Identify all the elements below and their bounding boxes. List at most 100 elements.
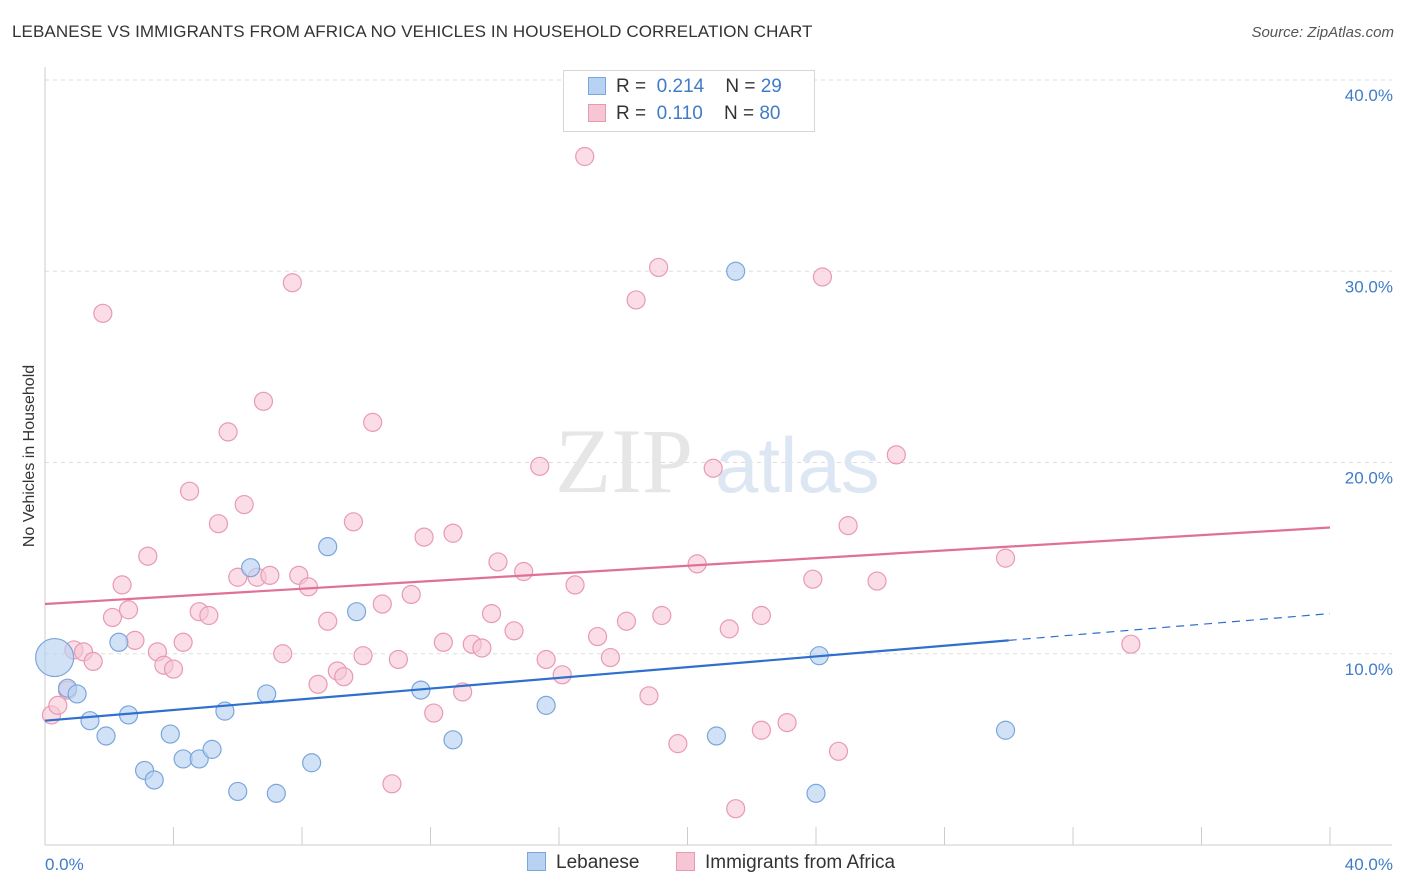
- africa-point: [163, 659, 184, 679]
- africa-point: [867, 571, 887, 591]
- y-tick-label: 30.0%: [1345, 277, 1393, 296]
- legend-n-value: 29: [760, 76, 782, 97]
- africa-point: [83, 651, 103, 672]
- africa-point: [536, 649, 556, 670]
- lebanese-point: [109, 632, 129, 652]
- africa-point: [260, 565, 280, 585]
- africa-point: [777, 712, 797, 733]
- legend-r-label: R =: [616, 103, 647, 124]
- legend-r-label: R =: [616, 76, 647, 97]
- lebanese-swatch: [588, 77, 606, 95]
- correlation-legend: R = 0.214 N = 29 R = 0.110 N = 80: [563, 70, 815, 132]
- source-label: Source: ZipAtlas.com: [1251, 24, 1394, 41]
- africa-point: [173, 632, 193, 652]
- africa-point: [253, 391, 274, 411]
- africa-point: [751, 605, 771, 626]
- trend-lines: [44, 526, 1331, 722]
- lebanese-point: [241, 558, 261, 578]
- legend-row-lebanese: R = 0.214 N = 29: [588, 76, 782, 98]
- africa-point: [93, 303, 113, 323]
- africa-point: [626, 290, 646, 310]
- lebanese-point: [257, 684, 277, 704]
- africa-point: [138, 546, 158, 566]
- africa-point: [218, 422, 238, 442]
- africa-point: [886, 445, 906, 465]
- y-axis-title: No Vehicles in Household: [21, 365, 38, 547]
- lebanese-swatch: [527, 852, 546, 871]
- lebanese-point: [318, 537, 338, 557]
- africa-point: [639, 686, 659, 706]
- lebanese-point: [347, 602, 367, 622]
- africa-point: [112, 575, 132, 595]
- lebanese-point: [726, 261, 746, 281]
- lebanese-point: [706, 726, 727, 746]
- africa-point: [1121, 634, 1141, 654]
- africa-point: [298, 577, 319, 597]
- africa-point: [652, 605, 672, 626]
- africa-point: [453, 682, 473, 702]
- lebanese-point: [96, 726, 116, 746]
- africa-point: [343, 512, 363, 532]
- tick-labels: 10.0% 20.0% 30.0% 40.0% 0.0% 40.0%: [45, 86, 1393, 874]
- africa-point: [401, 584, 421, 605]
- africa-point: [199, 605, 219, 626]
- lebanese-point: [202, 739, 222, 759]
- legend-n-label: N =: [725, 76, 756, 97]
- africa-point: [353, 646, 373, 666]
- africa-point: [481, 603, 502, 624]
- lebanese-point: [67, 684, 87, 704]
- africa-point: [703, 458, 723, 478]
- africa-point: [372, 594, 392, 614]
- africa-point: [118, 600, 139, 620]
- africa-point: [600, 647, 621, 668]
- lebanese-point: [160, 724, 180, 744]
- africa-point: [414, 527, 434, 547]
- africa-point: [102, 607, 123, 628]
- watermark-zip: ZIP: [555, 410, 693, 512]
- lebanese-trend-line: [44, 639, 1009, 722]
- lebanese-trend-extension: [1008, 612, 1331, 641]
- africa-swatch: [676, 852, 695, 871]
- lebanese-points: [35, 261, 1016, 803]
- africa-point: [48, 695, 68, 715]
- africa-point: [308, 674, 328, 694]
- africa-point: [552, 665, 572, 685]
- africa-trend-line: [44, 526, 1331, 606]
- africa-point: [273, 644, 293, 664]
- africa-point: [587, 626, 608, 647]
- africa-point: [751, 720, 771, 740]
- lebanese-point: [228, 781, 248, 802]
- africa-point: [530, 456, 550, 476]
- africa-point: [433, 632, 453, 652]
- africa-point: [382, 774, 402, 794]
- lebanese-point: [806, 783, 826, 803]
- africa-point: [443, 523, 463, 543]
- lebanese-point: [266, 783, 286, 803]
- chart-title: LEBANESE VS IMMIGRANTS FROM AFRICA NO VE…: [12, 22, 813, 41]
- africa-point: [575, 146, 595, 167]
- lebanese-point: [173, 749, 193, 769]
- africa-point: [565, 575, 585, 595]
- africa-point: [648, 257, 669, 278]
- legend-label: Immigrants from Africa: [705, 852, 896, 873]
- africa-point: [125, 630, 145, 650]
- africa-point: [514, 561, 534, 582]
- legend-n-value: 80: [759, 103, 781, 124]
- africa-point: [812, 267, 833, 287]
- bottom-legend-lebanese: Lebanese: [527, 852, 639, 874]
- lebanese-point: [302, 753, 322, 773]
- y-tick-label: 10.0%: [1345, 660, 1393, 679]
- africa-point: [504, 621, 524, 641]
- africa-point: [318, 611, 338, 631]
- x-tick-label: 0.0%: [45, 855, 84, 874]
- africa-point: [719, 619, 739, 639]
- africa-point: [234, 494, 254, 515]
- africa-point: [472, 638, 492, 658]
- lebanese-point: [536, 695, 556, 715]
- legend-r-value: 0.110: [656, 103, 703, 124]
- legend-label: Lebanese: [556, 852, 640, 873]
- africa-point: [179, 481, 200, 501]
- lebanese-point: [80, 711, 100, 731]
- africa-swatch: [588, 104, 606, 122]
- legend-row-africa: R = 0.110 N = 80: [588, 103, 780, 125]
